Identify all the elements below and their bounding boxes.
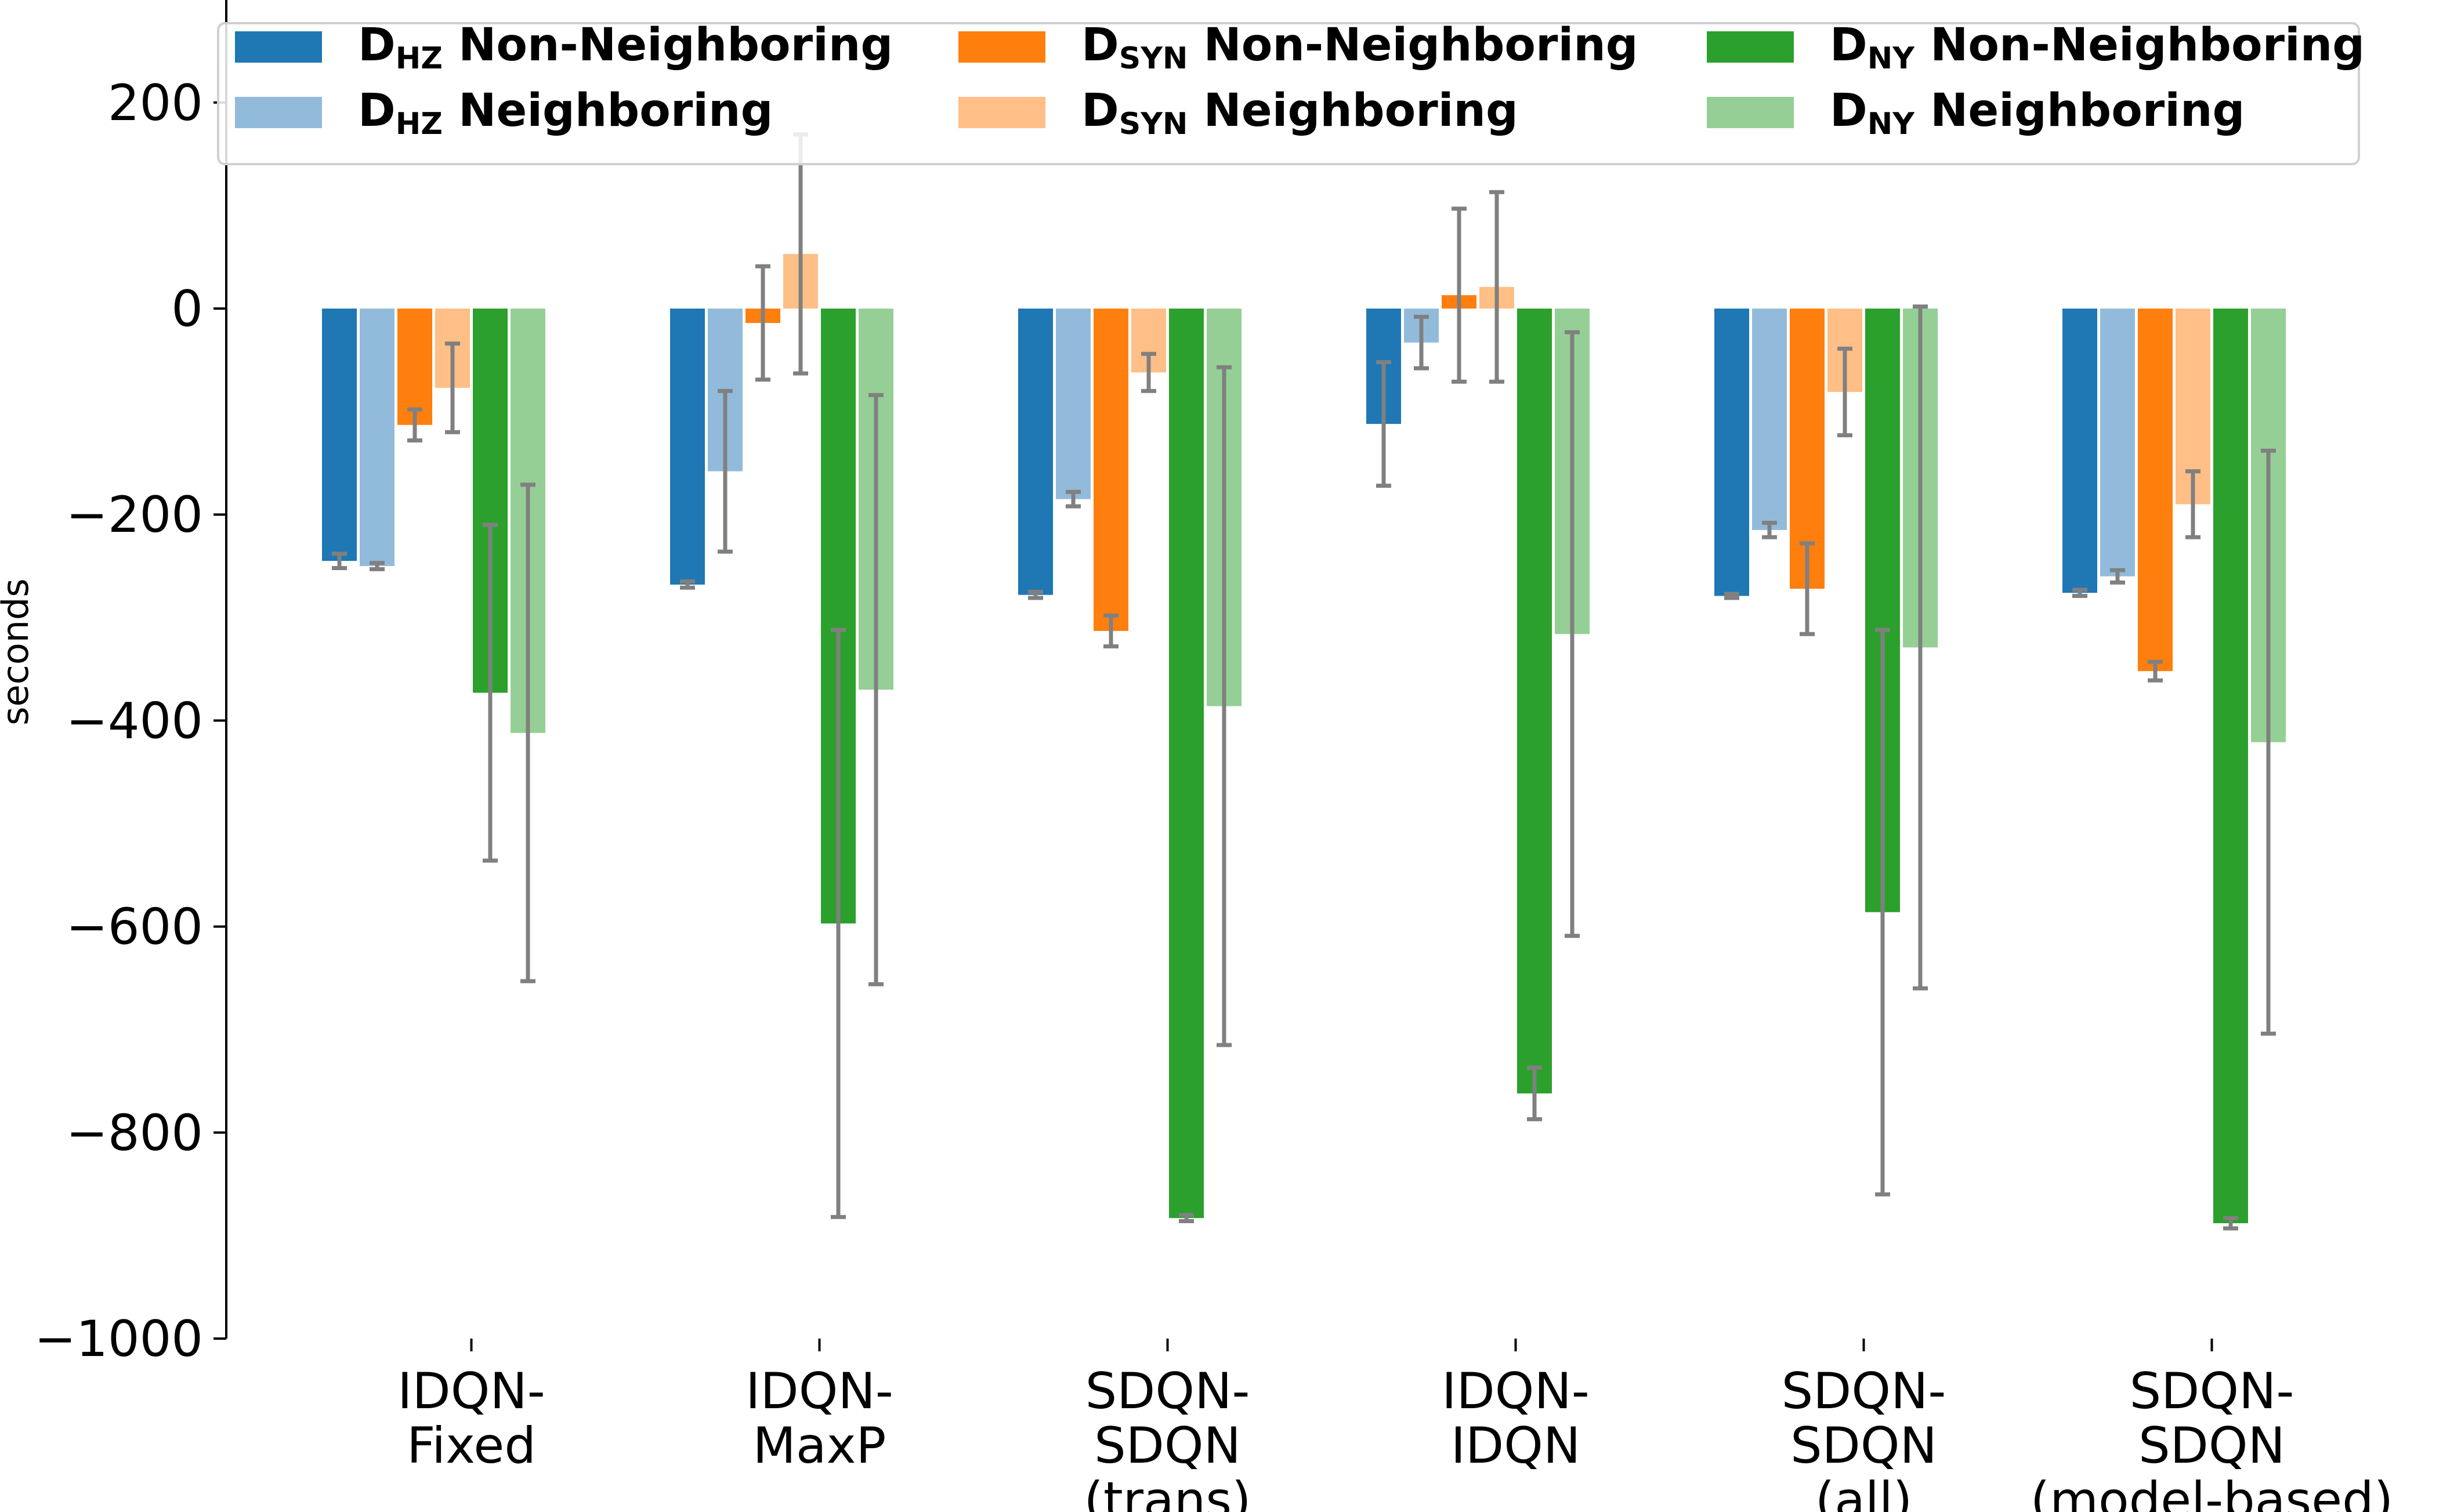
bar-series-4-group-5 <box>2213 309 2248 1224</box>
legend-items: DHZ Non-Neighboring DHZ Neighboring DSYN N… <box>235 19 2365 142</box>
legend-swatch <box>235 97 322 128</box>
legend-entry-0: DHZ Non-Neighboring <box>235 19 893 76</box>
error-bar-series-1-group-2 <box>1066 490 1081 509</box>
error-bar-series-5-group-4 <box>1913 304 1928 991</box>
legend-label: DSYN Non-Neighboring <box>1081 19 1638 76</box>
y-tick-label: 200 <box>108 74 203 132</box>
error-bar-series-4-group-5 <box>2223 1216 2238 1231</box>
y-axis-ticks: 200 0 −200 −400 −600 −800 −1000 <box>34 74 226 1368</box>
error-bar-series-5-group-2 <box>1217 365 1232 1047</box>
error-bar-series-2-group-2 <box>1103 613 1119 649</box>
bar-series-1-group-2 <box>1056 309 1091 499</box>
error-bar-series-2-group-4 <box>1800 541 1815 636</box>
error-bar-series-0-group-2 <box>1028 589 1043 600</box>
y-axis-label: seconds <box>0 578 37 725</box>
error-bar-series-3-group-0 <box>445 341 460 434</box>
x-tick-label: SDQN-SDQN (all) <box>1782 1362 1946 1512</box>
bar-series-2-group-0 <box>397 309 432 425</box>
x-tick-label: IDQN-MaxP <box>745 1362 893 1475</box>
x-tick-label: IDQN-Fixed <box>397 1362 545 1475</box>
error-bar-series-0-group-4 <box>1724 592 1739 600</box>
error-bar-series-5-group-0 <box>520 483 535 984</box>
error-bar-series-2-group-5 <box>2148 659 2163 683</box>
bar-series-0-group-4 <box>1714 309 1749 596</box>
error-bar-series-1-group-1 <box>718 389 733 554</box>
legend-label: DNY Non-Neighboring <box>1830 19 2365 76</box>
error-bar-series-5-group-1 <box>868 393 884 987</box>
legend: DHZ Non-Neighboring DHZ Neighboring DSYN N… <box>217 19 2365 165</box>
error-bar-series-5-group-3 <box>1565 330 1580 938</box>
bar-series-1-group-0 <box>360 309 395 566</box>
x-axis-ticks: IDQN-Fixed IDQN-MaxP SDQN-SDQN (trans) IDQN-… <box>397 1339 2393 1512</box>
x-tick-label: SDQN-SDQN (trans) <box>1084 1362 1251 1512</box>
legend-swatch <box>1707 97 1794 128</box>
error-bar-series-4-group-4 <box>1875 628 1890 1196</box>
error-bar-series-1-group-4 <box>1762 520 1777 539</box>
bar-series-0-group-0 <box>322 309 357 561</box>
error-bar-series-2-group-0 <box>407 407 422 443</box>
y-tick-label: −800 <box>66 1104 203 1162</box>
legend-entry-2: DSYN Non-Neighboring <box>958 19 1638 76</box>
legend-entry-4: DNY Non-Neighboring <box>1707 19 2365 76</box>
x-tick-label: SDQN-SDQN (model-based) <box>2031 1362 2394 1512</box>
legend-entry-5: DNY Neighboring <box>1707 85 2245 142</box>
bar-series-4-group-2 <box>1169 309 1204 1219</box>
error-bar-series-3-group-3 <box>1489 190 1504 384</box>
bar-series-0-group-5 <box>2062 309 2097 593</box>
error-bars-layer <box>332 132 2276 1231</box>
y-tick-label: −600 <box>66 898 203 956</box>
y-tick-label: 0 <box>171 280 203 338</box>
error-bar-series-5-group-5 <box>2261 448 2276 1036</box>
legend-entry-1: DHZ Neighboring <box>235 85 773 142</box>
legend-label: DNY Neighboring <box>1830 85 2245 142</box>
bar-series-1-group-4 <box>1752 309 1787 530</box>
bar-series-0-group-1 <box>670 309 705 585</box>
error-bar-series-2-group-1 <box>755 264 770 382</box>
bar-series-1-group-5 <box>2100 309 2135 576</box>
error-bar-series-3-group-5 <box>2185 469 2200 539</box>
legend-frame <box>217 22 2360 165</box>
legend-label: DHZ Non-Neighboring <box>358 19 893 76</box>
x-tick-label: IDQN-IDQN <box>1442 1362 1590 1475</box>
bar-series-4-group-3 <box>1517 309 1552 1094</box>
error-bar-series-3-group-2 <box>1141 351 1156 393</box>
legend-swatch <box>1707 31 1794 63</box>
error-bar-series-4-group-0 <box>483 523 498 863</box>
legend-swatch <box>958 97 1045 128</box>
legend-swatch <box>235 31 322 63</box>
error-bar-series-1-group-5 <box>2110 568 2125 585</box>
error-bar-series-0-group-1 <box>680 579 695 590</box>
legend-swatch <box>958 31 1045 63</box>
error-bar-series-4-group-2 <box>1179 1213 1194 1224</box>
bar-series-2-group-5 <box>2138 309 2173 672</box>
error-bar-series-4-group-3 <box>1527 1065 1542 1122</box>
bar-series-0-group-2 <box>1018 309 1053 595</box>
error-bar-series-2-group-3 <box>1452 206 1467 384</box>
bar-series-2-group-2 <box>1094 309 1128 631</box>
error-bar-series-4-group-1 <box>831 628 846 1219</box>
legend-entry-3: DSYN Neighboring <box>958 85 1518 142</box>
legend-label: DHZ Neighboring <box>358 85 773 142</box>
error-bar-series-1-group-0 <box>370 561 385 571</box>
y-tick-label: −200 <box>66 486 203 544</box>
y-tick-label: −1000 <box>34 1310 203 1368</box>
error-bar-series-1-group-3 <box>1414 314 1429 371</box>
y-tick-label: −400 <box>66 692 203 750</box>
error-bar-series-0-group-3 <box>1376 360 1391 488</box>
error-bar-series-0-group-5 <box>2072 588 2087 599</box>
legend-label: DSYN Neighboring <box>1081 85 1518 142</box>
error-bar-series-0-group-0 <box>332 552 347 571</box>
error-bar-series-3-group-4 <box>1837 346 1852 437</box>
